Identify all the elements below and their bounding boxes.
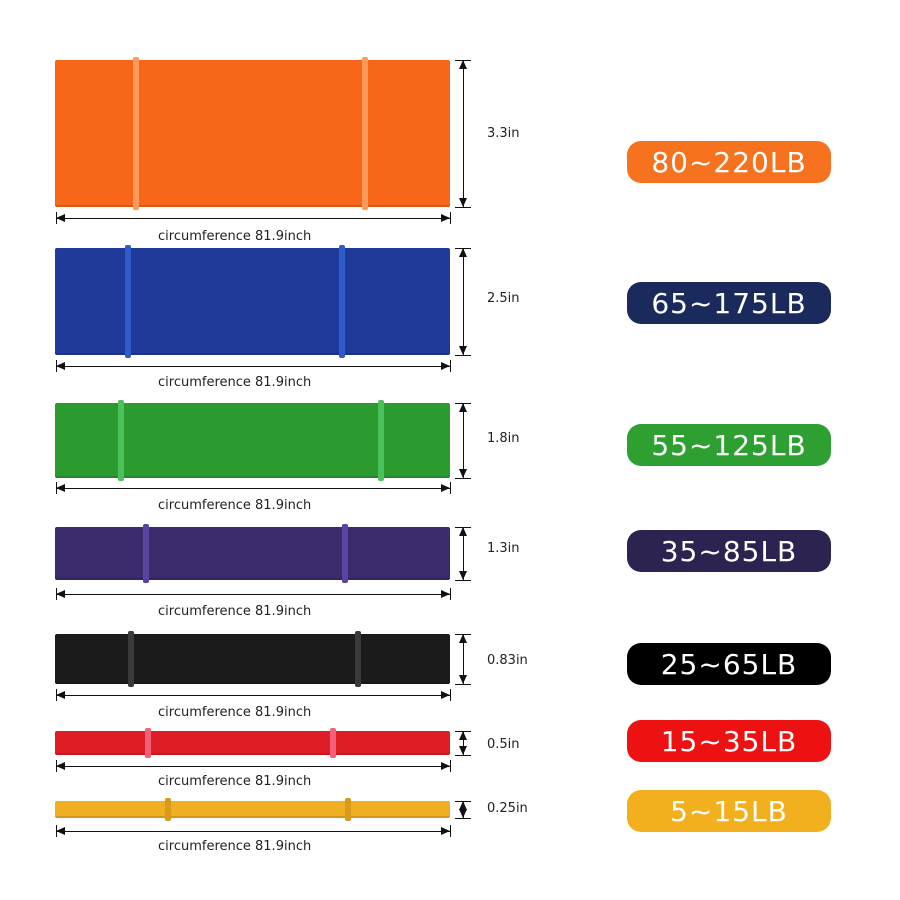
width-tick-bottom — [455, 355, 471, 356]
circumference-arrow — [56, 484, 450, 492]
width-label: 0.25in — [487, 801, 528, 816]
band-yellow — [55, 798, 450, 821]
resistance-badge-orange: 80~220LB — [627, 141, 831, 183]
band-loop — [165, 798, 171, 821]
width-arrow — [459, 527, 467, 580]
arrow-tick-right — [450, 588, 451, 600]
resistance-badge-purple: 35~85LB — [627, 530, 831, 572]
circumference-label: circumference 81.9inch — [158, 604, 312, 619]
width-label: 0.83in — [487, 653, 528, 668]
arrow-tick-right — [450, 482, 451, 494]
width-tick-bottom — [455, 684, 471, 685]
circumference-arrow — [56, 214, 450, 222]
arrow-tick-right — [450, 689, 451, 701]
band-loop — [118, 400, 124, 481]
resistance-badge-black: 25~65LB — [627, 643, 831, 685]
width-label: 2.5in — [487, 291, 520, 306]
circumference-arrow — [56, 762, 450, 770]
circumference-label: circumference 81.9inch — [158, 705, 312, 720]
circumference-label: circumference 81.9inch — [158, 774, 312, 789]
width-label: 1.8in — [487, 431, 520, 446]
circumference-arrow — [56, 827, 450, 835]
arrow-tick-right — [450, 212, 451, 224]
resistance-badge-yellow: 5~15LB — [627, 790, 831, 832]
resistance-badge-red: 15~35LB — [627, 720, 831, 762]
band-loop — [133, 57, 139, 210]
band-purple — [55, 524, 450, 583]
width-label: 0.5in — [487, 737, 520, 752]
band-loop — [330, 728, 336, 758]
band-loop — [128, 631, 134, 687]
width-arrow — [459, 801, 467, 818]
width-tick-bottom — [455, 207, 471, 208]
width-tick-top — [455, 731, 471, 732]
arrow-tick-left — [56, 588, 57, 600]
arrow-tick-right — [450, 760, 451, 772]
arrow-tick-left — [56, 689, 57, 701]
band-orange — [55, 57, 450, 210]
circumference-label: circumference 81.9inch — [158, 375, 312, 390]
arrow-tick-left — [56, 760, 57, 772]
band-green — [55, 400, 450, 481]
width-tick-top — [455, 248, 471, 249]
circumference-arrow — [56, 362, 450, 370]
resistance-badge-blue: 65~175LB — [627, 282, 831, 324]
band-black — [55, 631, 450, 687]
band-loop — [342, 524, 348, 583]
arrow-tick-left — [56, 825, 57, 837]
arrow-tick-right — [450, 825, 451, 837]
width-tick-top — [455, 801, 471, 802]
band-loop — [378, 400, 384, 481]
circumference-label: circumference 81.9inch — [158, 229, 312, 244]
band-loop — [355, 631, 361, 687]
width-tick-top — [455, 60, 471, 61]
width-tick-top — [455, 403, 471, 404]
width-arrow — [459, 731, 467, 755]
circumference-arrow — [56, 691, 450, 699]
band-loop — [362, 57, 368, 210]
band-loop — [125, 245, 131, 358]
width-label: 1.3in — [487, 541, 520, 556]
width-arrow — [459, 403, 467, 478]
arrow-tick-left — [56, 212, 57, 224]
circumference-arrow — [56, 590, 450, 598]
width-tick-top — [455, 527, 471, 528]
circumference-label: circumference 81.9inch — [158, 498, 312, 513]
width-tick-bottom — [455, 818, 471, 819]
width-tick-bottom — [455, 580, 471, 581]
width-arrow — [459, 60, 467, 207]
band-blue — [55, 245, 450, 358]
circumference-label: circumference 81.9inch — [158, 839, 312, 854]
width-label: 3.3in — [487, 126, 520, 141]
width-tick-top — [455, 634, 471, 635]
width-tick-bottom — [455, 755, 471, 756]
resistance-badge-green: 55~125LB — [627, 424, 831, 466]
band-loop — [145, 728, 151, 758]
arrow-tick-right — [450, 360, 451, 372]
arrow-tick-left — [56, 360, 57, 372]
arrow-tick-left — [56, 482, 57, 494]
band-loop — [339, 245, 345, 358]
width-arrow — [459, 248, 467, 355]
band-red — [55, 728, 450, 758]
width-tick-bottom — [455, 478, 471, 479]
band-loop — [143, 524, 149, 583]
band-loop — [345, 798, 351, 821]
width-arrow — [459, 634, 467, 684]
